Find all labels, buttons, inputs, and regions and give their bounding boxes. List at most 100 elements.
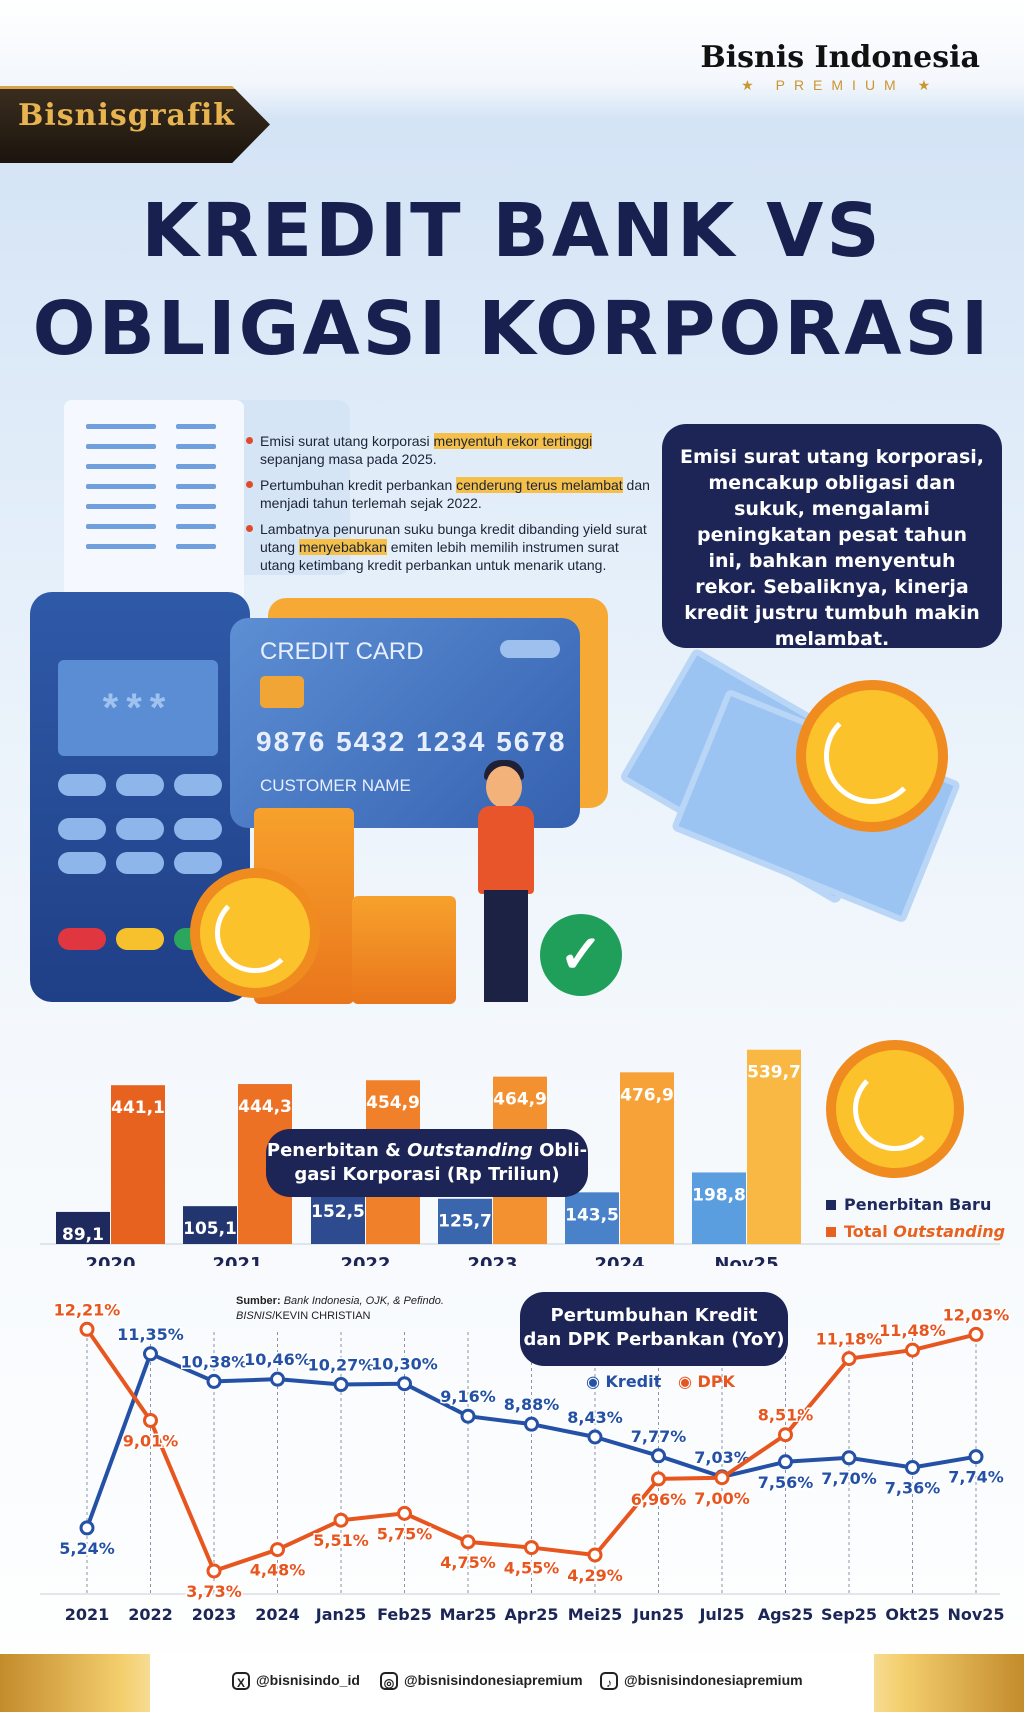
bullet-3: Lambatnya penurunan suku bunga kredit di…	[246, 520, 656, 574]
data-label-dpk: 12,21%	[54, 1300, 121, 1319]
bar-value-label: 143,5	[565, 1205, 619, 1225]
data-label-kredit: 7,36%	[885, 1478, 941, 1497]
person-body	[478, 806, 534, 894]
line-x-tick: Nov25	[947, 1605, 1004, 1624]
line-x-tick: Mei25	[568, 1605, 623, 1624]
data-point-kredit	[79, 1520, 95, 1536]
data-point-kredit	[651, 1448, 666, 1464]
summary-box: Emisi surat utang korporasi, mencakup ob…	[662, 424, 1002, 650]
bar-value-label: 105,1	[183, 1219, 237, 1239]
card-slot-icon	[500, 640, 560, 658]
terminal-key	[116, 774, 164, 796]
data-label-dpk: 5,75%	[377, 1524, 433, 1543]
data-label-dpk: 11,48%	[879, 1321, 946, 1340]
data-label-kredit: 8,43%	[567, 1408, 623, 1427]
bullet-2: Pertumbuhan kredit perbankan cenderung t…	[246, 476, 656, 512]
card-name: CUSTOMER NAME	[260, 776, 411, 795]
data-point-kredit	[587, 1429, 603, 1445]
line-x-tick: 2024	[255, 1605, 300, 1624]
tag-bar	[0, 86, 270, 163]
data-label-kredit: 10,30%	[371, 1355, 438, 1374]
person-head	[486, 766, 522, 808]
line-legend-dpk: ◉ DPK	[678, 1372, 735, 1391]
data-point-dpk	[778, 1427, 793, 1443]
data-label-kredit: 7,56%	[758, 1473, 814, 1492]
bar-value-label: 89,1	[62, 1225, 104, 1245]
data-label-kredit: 7,70%	[821, 1469, 877, 1488]
data-label-dpk: 6,96%	[631, 1490, 687, 1509]
data-point-dpk	[841, 1351, 857, 1367]
data-point-kredit	[460, 1408, 476, 1424]
coin-icon	[826, 1040, 964, 1178]
brand-logo: Bisnis Indonesia ★ PREMIUM ★	[700, 40, 980, 94]
line-x-tick: Mar25	[440, 1605, 497, 1624]
line-chart-title: Pertumbuhan Kredit dan DPK Perbankan (YoY…	[520, 1292, 788, 1366]
data-label-dpk: 4,48%	[250, 1561, 306, 1580]
terminal-screen: ***	[58, 660, 218, 756]
footer-inner	[150, 1654, 874, 1712]
bar-x-tick: 2023	[467, 1254, 517, 1266]
card-chip-icon	[260, 676, 304, 708]
data-point-kredit	[778, 1454, 793, 1470]
bar-value-label: 454,9	[366, 1093, 420, 1113]
bar-value-label: 444,3	[238, 1097, 292, 1117]
bar-x-tick: Nov25	[714, 1254, 778, 1266]
bar-outstanding	[620, 1072, 674, 1244]
line-x-tick: Okt25	[885, 1605, 939, 1624]
data-point-kredit	[841, 1450, 857, 1466]
data-label-dpk: 4,29%	[567, 1566, 623, 1585]
bar-legend-1: Penerbitan Baru	[826, 1195, 991, 1214]
terminal-key	[58, 774, 106, 796]
line-x-tick: Feb25	[377, 1605, 432, 1624]
line-legend-kredit: ◉ Kredit	[586, 1372, 662, 1391]
data-point-dpk	[79, 1321, 95, 1337]
bar-legend-2: Total Outstanding	[826, 1222, 1005, 1241]
line-x-tick: Sep25	[821, 1605, 877, 1624]
bar-penerbitan	[311, 1189, 365, 1244]
data-label-kredit: 7,74%	[948, 1468, 1004, 1487]
bar-x-tick: 2020	[85, 1254, 135, 1266]
data-point-kredit	[968, 1449, 984, 1465]
data-label-dpk: 7,00%	[694, 1489, 750, 1508]
coin-icon	[796, 680, 948, 832]
data-label-dpk: 11,18%	[816, 1330, 883, 1349]
data-point-dpk	[524, 1540, 539, 1556]
data-label-dpk: 9,01%	[123, 1431, 179, 1450]
terminal-key	[58, 852, 106, 874]
bar-outstanding	[747, 1049, 801, 1244]
data-point-dpk	[651, 1471, 666, 1487]
line-x-tick: Jul25	[698, 1605, 744, 1624]
line-x-tick: 2023	[192, 1605, 237, 1624]
line-x-tick: Ags25	[758, 1605, 814, 1624]
social-tiktok[interactable]: ♪ @bisnisindonesiapremium	[600, 1672, 803, 1691]
bullet-dot-icon	[246, 481, 253, 488]
data-point-kredit	[270, 1371, 285, 1387]
bar-value-label: 464,9	[493, 1090, 547, 1110]
checkmark-icon: ✓	[540, 914, 622, 996]
data-point-kredit	[143, 1346, 158, 1362]
data-point-dpk	[206, 1563, 222, 1579]
data-point-kredit	[397, 1376, 412, 1392]
bar-chart-title: Penerbitan & Outstanding Obli- gasi Korp…	[266, 1129, 588, 1197]
data-label-kredit: 8,88%	[504, 1395, 560, 1414]
tag-label: Bisnisgrafik	[18, 98, 236, 133]
social-x[interactable]: X @bisnisindo_id	[232, 1672, 360, 1691]
data-label-kredit: 10,27%	[308, 1356, 375, 1375]
bar-outstanding	[111, 1085, 165, 1244]
data-point-dpk	[587, 1547, 603, 1563]
receipt-lines	[86, 424, 216, 549]
data-label-dpk: 8,51%	[758, 1406, 814, 1425]
card-number: 9876 5432 1234 5678	[256, 726, 567, 757]
line-x-tick: Jun25	[632, 1605, 684, 1624]
line-x-tick: 2022	[128, 1605, 173, 1624]
data-point-dpk	[460, 1534, 476, 1550]
coin-icon	[190, 868, 320, 998]
bar-penerbitan	[438, 1198, 492, 1244]
terminal-key	[116, 852, 164, 874]
bar-value-label: 539,7	[747, 1063, 801, 1083]
credit-card-icon: CREDIT CARD 9876 5432 1234 5678 CUSTOMER…	[230, 618, 580, 828]
data-point-kredit	[905, 1459, 920, 1475]
bar-penerbitan	[183, 1206, 237, 1244]
social-instagram[interactable]: ◎ @bisnisindonesiapremium	[380, 1672, 583, 1691]
line-x-tick: Apr25	[505, 1605, 559, 1624]
